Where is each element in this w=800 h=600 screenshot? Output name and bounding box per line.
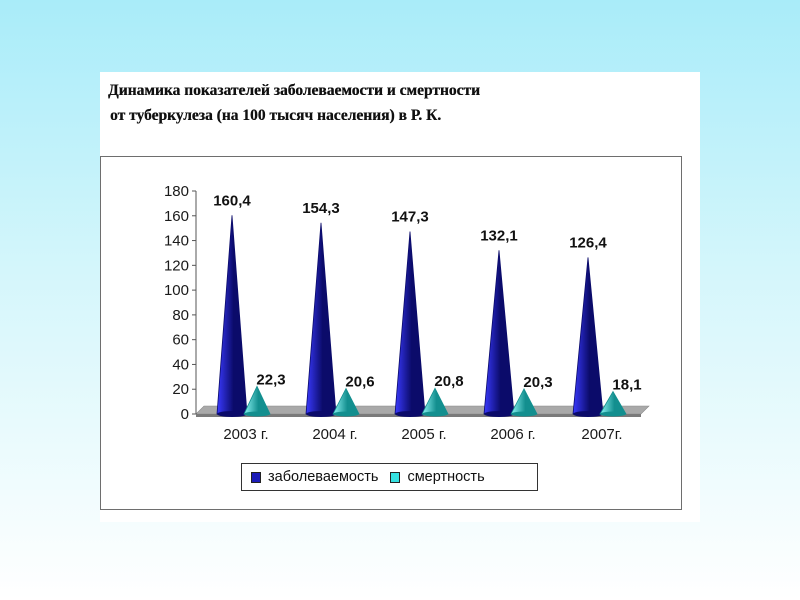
bar-mortality-base	[600, 411, 626, 417]
y-tick-label: 140	[164, 233, 189, 250]
data-label-incidence: 160,4	[213, 192, 251, 209]
bar-incidence	[394, 231, 426, 415]
legend-swatch-mortality	[390, 471, 401, 483]
bar-incidence	[305, 222, 337, 415]
legend-label-mortality: смертность	[407, 469, 485, 485]
chart-plot: 0 20 40 60 80 100 120 140 160 180 2003 г. 160,4 22,3…	[164, 183, 650, 443]
data-label-incidence: 154,3	[302, 200, 340, 217]
bar-incidence	[572, 257, 604, 415]
bar-incidence-base	[573, 411, 603, 417]
y-tick-label: 40	[172, 356, 189, 373]
chart-title-line-2: от туберкулеза (на 100 тысяч населения) …	[110, 107, 442, 124]
x-tick-label: 2005 г.	[401, 426, 446, 443]
y-tick-label: 60	[172, 332, 189, 349]
bar-mortality	[421, 387, 449, 415]
bar-incidence	[216, 215, 248, 415]
legend-label-incidence: заболеваемость	[268, 469, 379, 485]
bar-incidence-base	[395, 411, 425, 417]
chart-title-line-1: Динамика показателей заболеваемости и см…	[108, 82, 480, 99]
data-label-mortality: 20,8	[434, 373, 463, 390]
bar-mortality-base	[422, 411, 448, 417]
bar-incidence-base	[306, 411, 336, 417]
chart-frame: 0 20 40 60 80 100 120 140 160 180 2003 г. 160,4 22,3…	[100, 156, 682, 510]
bar-mortality	[599, 390, 627, 415]
x-tick-label: 2004 г.	[312, 426, 357, 443]
y-tick-label: 120	[164, 257, 189, 274]
legend-item-incidence: заболеваемость	[251, 469, 378, 485]
data-label-mortality: 20,3	[523, 374, 552, 391]
bar-mortality	[332, 387, 360, 415]
legend-item-mortality: смертность	[390, 469, 485, 485]
y-tick-label: 0	[181, 406, 189, 423]
x-tick-label: 2007г.	[581, 426, 622, 443]
y-tick-label: 180	[164, 183, 189, 200]
y-tick-label: 160	[164, 208, 189, 225]
data-label-mortality: 20,6	[345, 373, 374, 390]
data-label-incidence: 147,3	[391, 209, 429, 226]
bar-mortality-base	[333, 411, 359, 417]
y-tick-label: 100	[164, 282, 189, 299]
bar-incidence-base	[484, 411, 514, 417]
legend-swatch-incidence	[251, 471, 261, 483]
bar-mortality	[243, 385, 271, 415]
chart-legend: заболеваемость смертность	[241, 463, 538, 491]
y-tick-label: 20	[172, 381, 189, 398]
x-tick-label: 2003 г.	[223, 426, 268, 443]
bar-incidence-base	[217, 411, 247, 417]
bar-mortality-base	[244, 411, 270, 417]
data-label-mortality: 22,3	[256, 371, 285, 388]
data-label-incidence: 126,4	[569, 234, 607, 251]
bar-mortality-base	[511, 411, 537, 417]
bar-mortality	[510, 387, 538, 415]
data-label-incidence: 132,1	[480, 227, 518, 244]
y-tick-label: 80	[172, 307, 189, 324]
slide-card: Динамика показателей заболеваемости и см…	[100, 72, 700, 522]
data-label-mortality: 18,1	[612, 377, 641, 394]
bar-incidence	[483, 250, 515, 415]
x-tick-label: 2006 г.	[490, 426, 535, 443]
